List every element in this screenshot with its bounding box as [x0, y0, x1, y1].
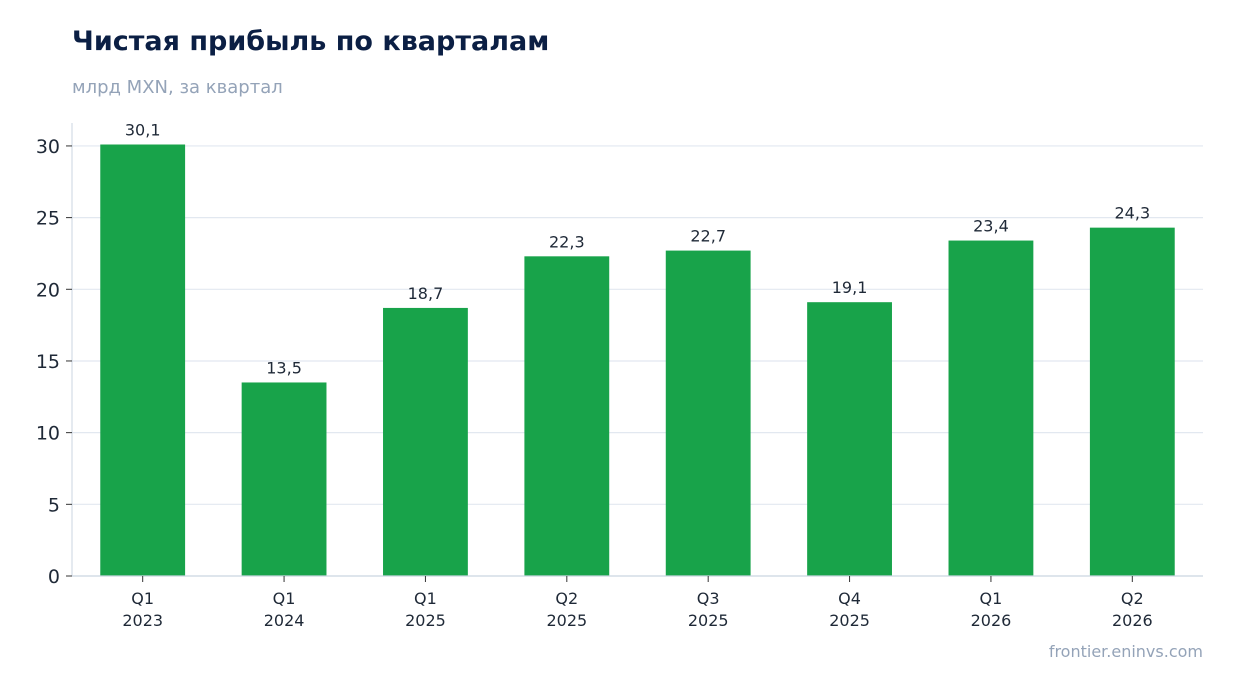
chart-subtitle: млрд MXN, за квартал: [72, 77, 283, 98]
x-tick-label: 2026: [971, 611, 1012, 630]
x-axis-ticks: Q1 2023 Q1 2024 Q1 2025 Q2 2025 Q3 2025 Q4 2025 Q1 20…: [122, 576, 1153, 630]
bar: [807, 302, 892, 576]
x-tick-label: 2025: [688, 611, 729, 630]
y-tick-label: 30: [36, 136, 60, 158]
bar: [100, 144, 186, 576]
x-tick-label: Q1: [273, 589, 296, 608]
data-label: 24,3: [1115, 204, 1151, 223]
data-label: 19,1: [832, 278, 868, 297]
y-tick-label: 20: [36, 279, 60, 301]
x-tick-label: Q4: [838, 589, 861, 608]
x-tick-label: Q2: [1121, 589, 1144, 608]
x-tick-label: 2025: [829, 611, 870, 630]
chart-title: Чистая прибыль по кварталам: [72, 26, 550, 57]
x-tick-label: Q1: [414, 589, 437, 608]
data-labels: 30,1 13,5 18,7 22,3 22,7 19,1 23,4 24,3: [125, 121, 1150, 378]
x-tick-label: 2025: [405, 611, 446, 630]
bar: [524, 256, 610, 576]
x-tick-label: Q1: [980, 589, 1003, 608]
data-label: 22,3: [549, 232, 585, 251]
x-tick-label: 2026: [1112, 611, 1153, 630]
data-label: 18,7: [408, 284, 444, 303]
data-label: 22,7: [690, 227, 726, 246]
axes: [71, 123, 1203, 577]
bar: [383, 307, 468, 576]
x-tick-label: 2024: [264, 611, 305, 630]
y-axis-ticks: 0 5 10 15 20 25 30: [36, 136, 72, 588]
y-tick-label: 0: [48, 566, 60, 588]
bar: [948, 240, 1034, 576]
x-tick-label: 2023: [122, 611, 163, 630]
data-label: 13,5: [266, 358, 302, 377]
y-tick-label: 15: [36, 351, 60, 373]
y-tick-label: 5: [48, 494, 60, 516]
bars: [100, 144, 1175, 576]
bar: [1089, 227, 1175, 576]
data-label: 30,1: [125, 121, 161, 140]
bar: [241, 382, 327, 576]
x-tick-label: 2025: [546, 611, 587, 630]
data-label: 23,4: [973, 217, 1009, 236]
x-tick-label: Q2: [555, 589, 578, 608]
x-tick-label: Q1: [131, 589, 154, 608]
bar: [665, 250, 751, 576]
x-tick-label: Q3: [697, 589, 720, 608]
y-tick-label: 10: [36, 423, 60, 445]
y-tick-label: 25: [36, 208, 60, 230]
source-link[interactable]: frontier.eninvs.com: [1048, 642, 1203, 661]
